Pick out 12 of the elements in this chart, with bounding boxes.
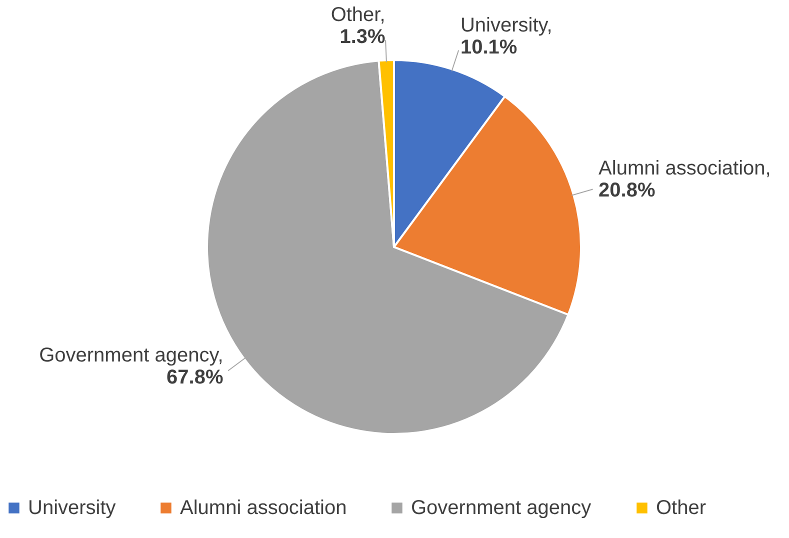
legend-label: Other [656,497,706,519]
data-label: 20.8% [598,180,656,202]
legend-label: University [28,497,116,519]
legend-label: Government agency [411,497,592,519]
text: Alumni association, [598,158,771,180]
data-label: 67.8% [166,366,224,388]
text: University, [460,14,552,37]
text: Government agency, [39,344,224,366]
data-label: 10.1% [460,36,518,59]
text: Other, [330,4,386,26]
data-label: 1.3% [340,26,386,48]
legend-label: Alumni association [180,497,347,519]
